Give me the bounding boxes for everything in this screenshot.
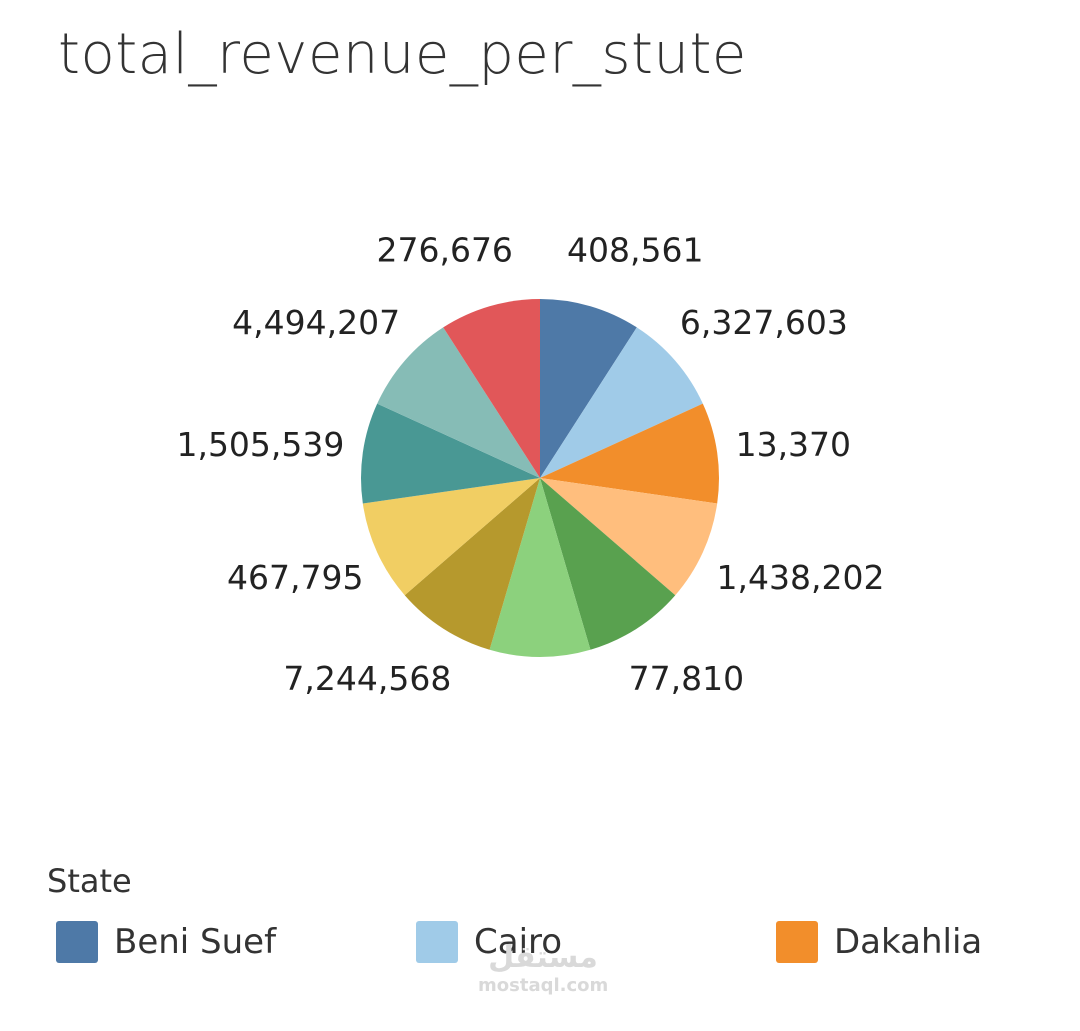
- slice-data-label: 7,244,568: [283, 659, 451, 698]
- slice-data-label: 408,561: [567, 231, 703, 270]
- pie-slice[interactable]: [540, 403, 720, 504]
- legend-title: State: [47, 862, 132, 900]
- pie-slice[interactable]: [489, 478, 591, 658]
- pie-slice[interactable]: [443, 299, 540, 478]
- pie-slice[interactable]: [362, 478, 540, 596]
- pie-slice[interactable]: [540, 299, 637, 478]
- slice-data-label: 276,676: [376, 231, 512, 270]
- pie-slice[interactable]: [540, 478, 676, 650]
- slice-data-label: 1,505,539: [176, 425, 344, 464]
- watermark-logo: مستقل: [488, 940, 598, 975]
- watermark-site: mostaql.com: [478, 975, 609, 996]
- slice-data-label: 77,810: [629, 659, 744, 698]
- pie-slice[interactable]: [540, 327, 703, 478]
- slice-data-label: 1,438,202: [716, 558, 884, 597]
- slice-data-label: 467,795: [227, 558, 363, 597]
- slice-data-label: 6,327,603: [680, 303, 848, 342]
- chart-title: total_revenue_per_stute: [58, 22, 747, 87]
- slice-data-label: 4,494,207: [232, 303, 400, 342]
- slice-data-label: 13,370: [736, 425, 851, 464]
- pie-slice[interactable]: [404, 478, 540, 650]
- pie-slice[interactable]: [377, 327, 540, 478]
- pie-slice[interactable]: [540, 478, 718, 596]
- pie-slice[interactable]: [360, 403, 540, 504]
- watermark: مستقل mostaql.com: [478, 940, 608, 996]
